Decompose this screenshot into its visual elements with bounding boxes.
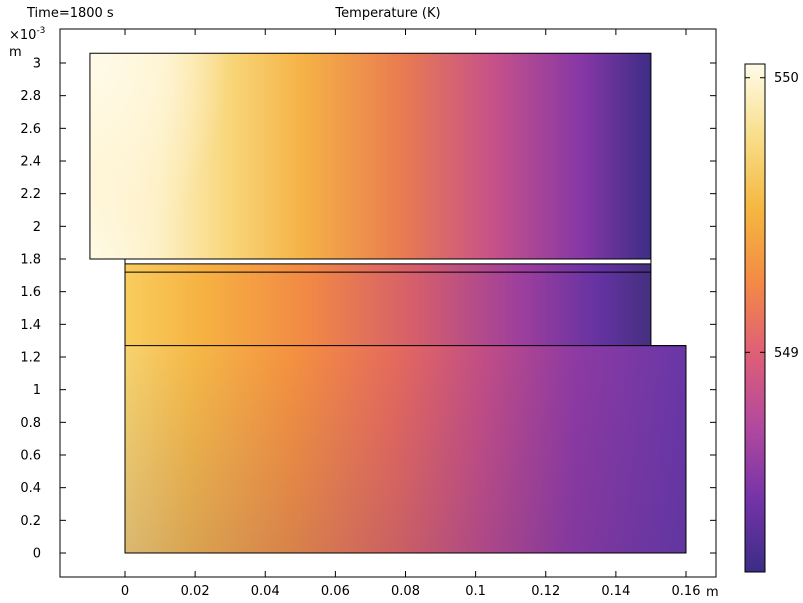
- y-tick-label: 1.8: [20, 253, 41, 268]
- time-label: Time=1800 s: [26, 6, 114, 21]
- x-tick-label: 0: [121, 584, 129, 599]
- middle-domain-fill: [125, 263, 651, 346]
- x-axis-unit: m: [706, 585, 719, 600]
- x-tick-label: 0.12: [531, 584, 560, 599]
- colorbar-ticks: 549 550: [745, 71, 799, 361]
- axes-frame: [59, 28, 717, 578]
- upper-domain-hot-corner: [89, 53, 371, 260]
- bottom-domain-shade: [125, 345, 686, 553]
- y-tick-label: 2.8: [20, 89, 41, 104]
- y-axis-ticks: 0 0.2 0.4 0.6 0.8 1 1.2 1.4 1.6 1.8 2 2.2 2.4 2.6 2.8 3: [20, 57, 716, 562]
- x-tick-label: 0.08: [391, 584, 420, 599]
- y-tick-label: 1.2: [20, 351, 41, 366]
- y-tick-label: 0.4: [20, 481, 41, 496]
- y-tick-label: 0: [33, 547, 41, 562]
- y-tick-label: 0.8: [20, 416, 41, 431]
- y-axis-unit: m: [9, 45, 22, 60]
- y-axis-multiplier: ×10-3: [9, 26, 45, 43]
- y-tick-label: 2.2: [20, 187, 41, 202]
- y-tick-label: 2.6: [20, 122, 41, 137]
- colorbar: 549 550: [744, 63, 799, 573]
- colorbar-tick-label: 550: [774, 71, 799, 86]
- x-tick-label: 0.04: [251, 584, 280, 599]
- domain-fill-layer: [89, 53, 686, 553]
- y-tick-label: 0.6: [20, 449, 41, 464]
- x-tick-label: 0.16: [672, 584, 701, 599]
- x-tick-label: 0.02: [181, 584, 210, 599]
- y-multiplier-exponent: -3: [36, 26, 45, 36]
- y-tick-label: 1.4: [20, 318, 41, 333]
- y-tick-label: 1.6: [20, 285, 41, 300]
- y-tick-label: 3: [33, 57, 41, 72]
- x-axis-ticks: 0 0.02 0.04 0.06 0.08 0.1 0.12 0.14 0.16: [121, 29, 701, 599]
- colorbar-tick-label: 549: [774, 346, 799, 361]
- y-tick-label: 2.4: [20, 155, 41, 170]
- y-tick-label: 0.2: [20, 514, 41, 529]
- x-tick-label: 0.1: [465, 584, 486, 599]
- colorbar-ramp: [744, 63, 766, 573]
- y-multiplier-base: ×10: [9, 28, 36, 43]
- x-tick-label: 0.14: [601, 584, 630, 599]
- x-tick-label: 0.06: [321, 584, 350, 599]
- y-tick-label: 2: [33, 220, 41, 235]
- geometry-outer-boundary: [89, 52, 687, 554]
- domain-outline-layer: [89, 52, 687, 554]
- plot-title: Temperature (K): [334, 6, 440, 21]
- y-tick-label: 1: [33, 383, 41, 398]
